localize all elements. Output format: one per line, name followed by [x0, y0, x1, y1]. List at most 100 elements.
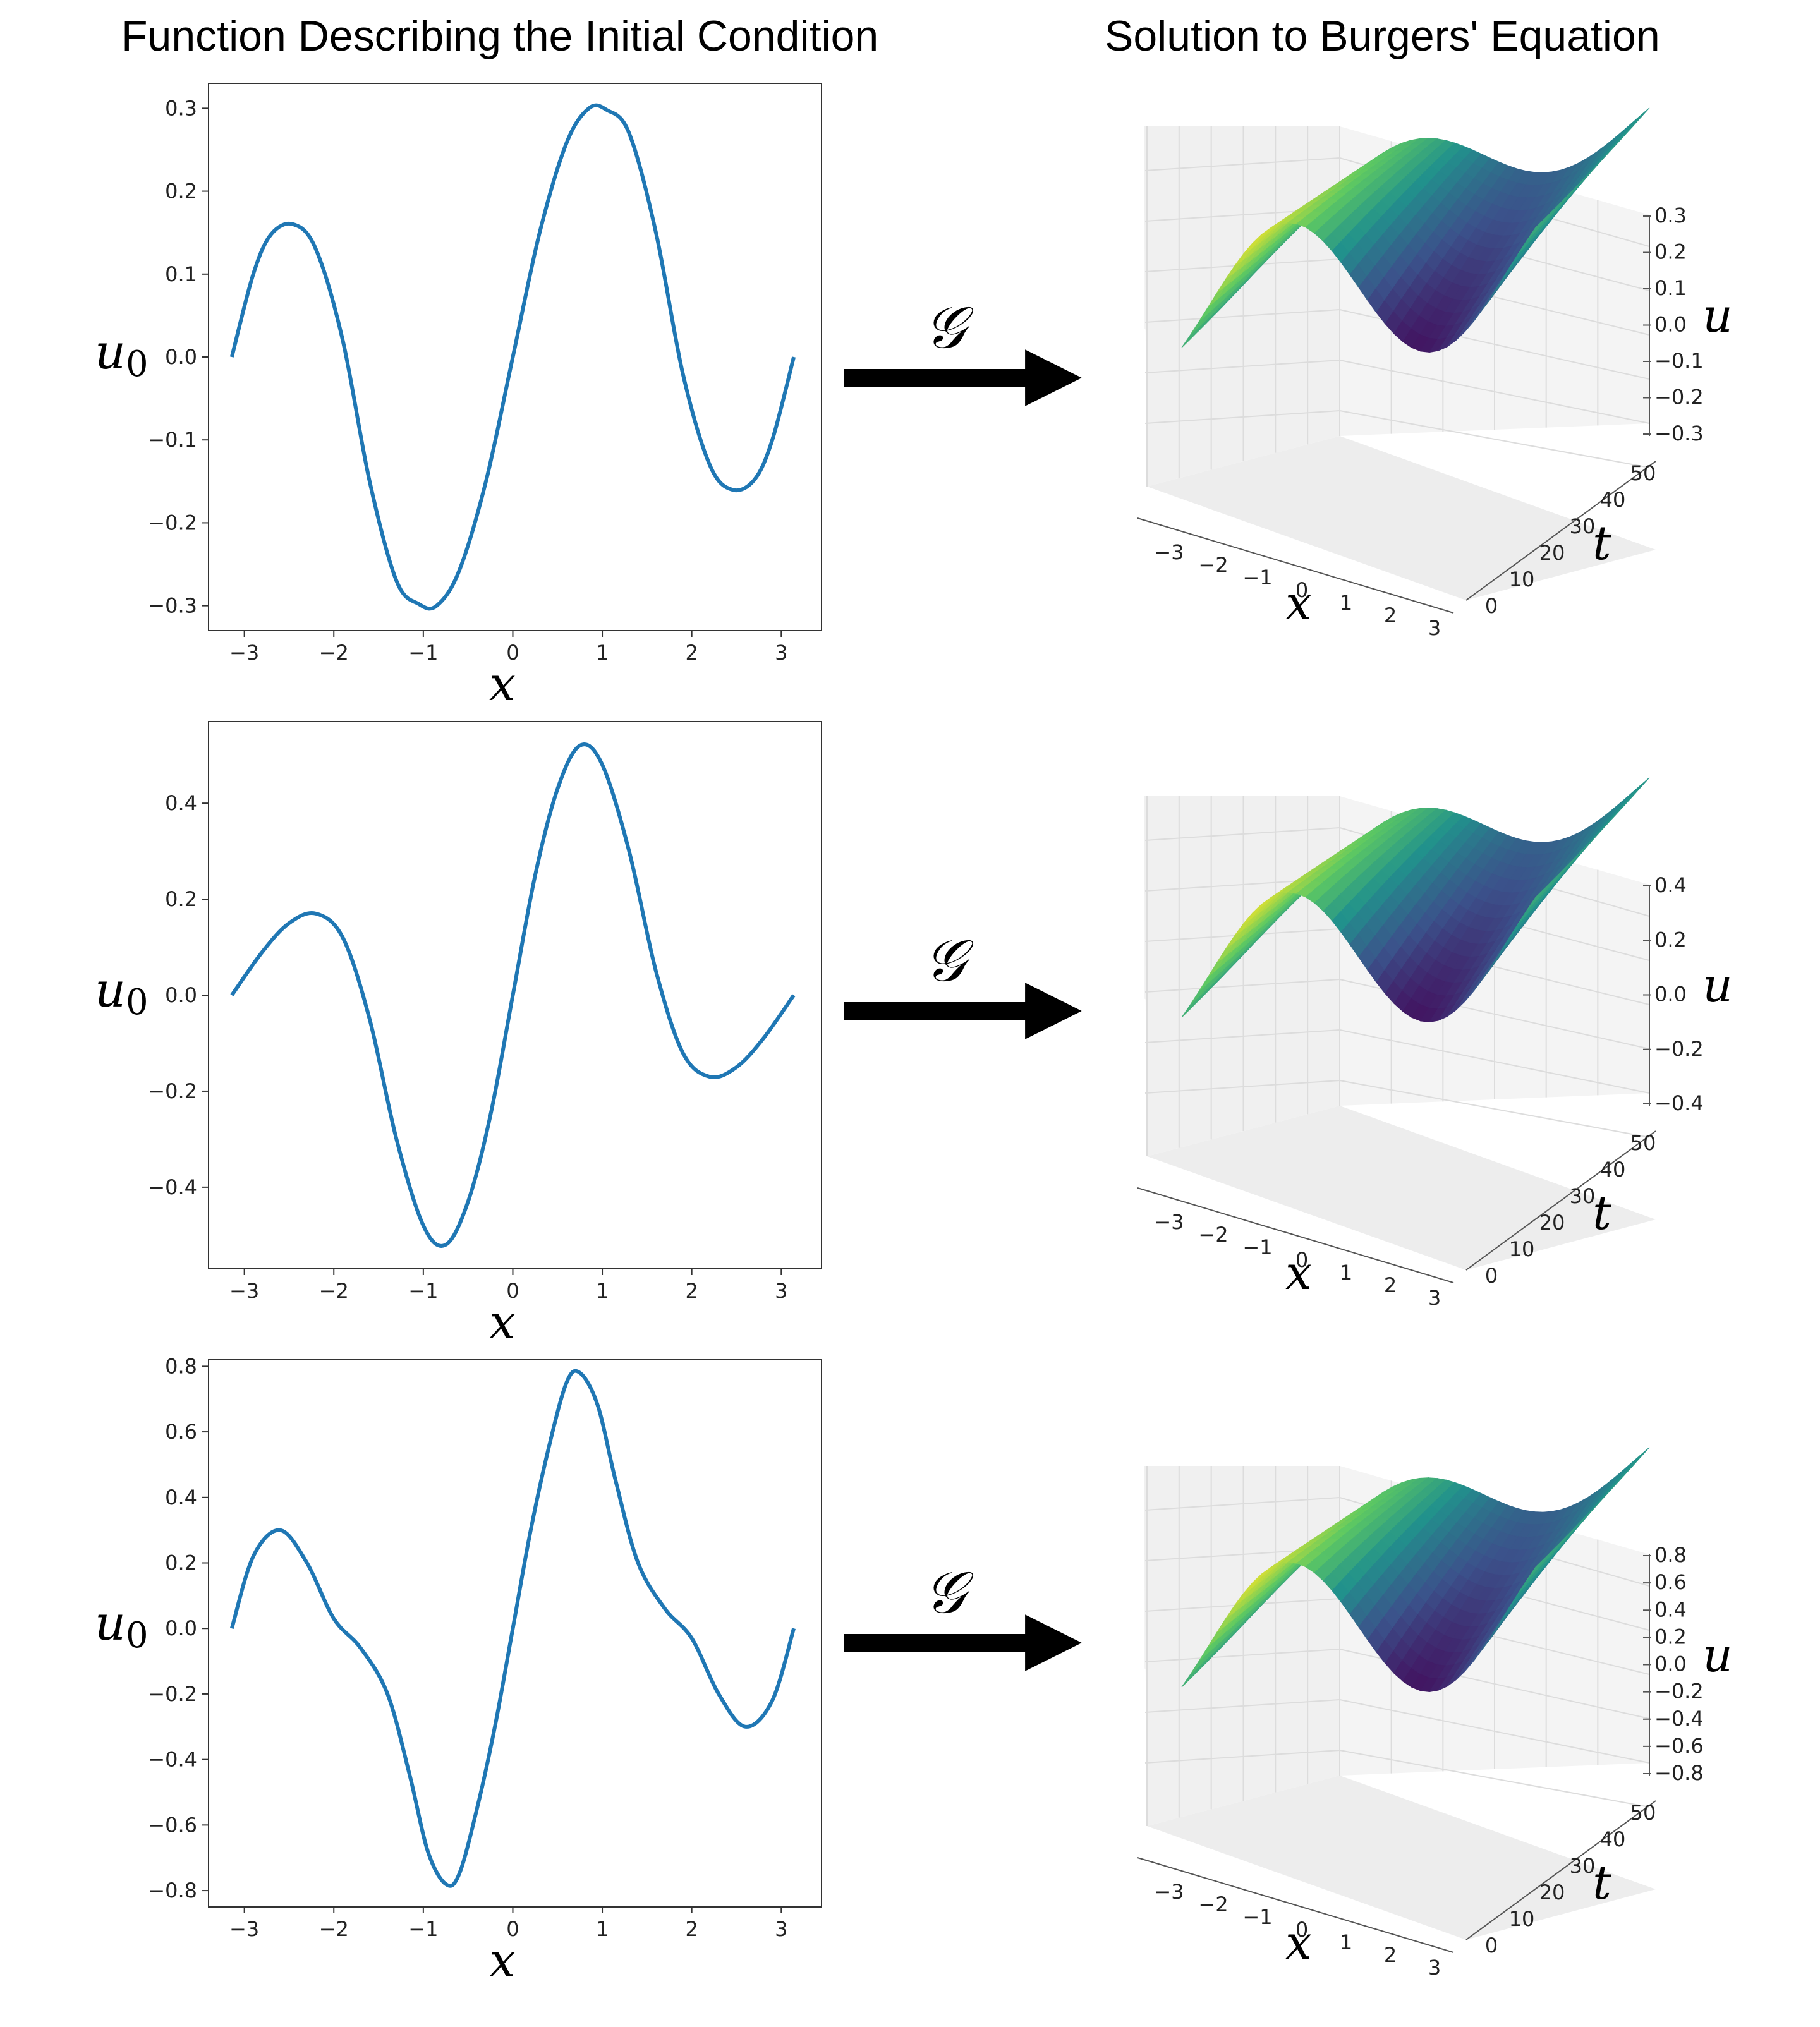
- grid-line: [1339, 410, 1650, 468]
- y-axis-label-subscript: 0: [126, 344, 149, 385]
- series-line: [230, 742, 796, 1248]
- grid-line: [1339, 1699, 1650, 1764]
- surface-x-tick-label: −1: [1242, 1905, 1272, 1929]
- surface-x-tick-label: −2: [1198, 1892, 1228, 1916]
- y-axis-label: u0: [95, 1595, 149, 1656]
- surface-t-tick-label: 30: [1570, 514, 1596, 538]
- surface-t-tick-label: 0: [1485, 594, 1498, 618]
- y-tick-label: 0.0: [165, 345, 197, 369]
- x-tick-label: −1: [408, 1279, 438, 1303]
- y-tick-label: 0.2: [165, 1551, 197, 1575]
- x-tick-label: 0: [506, 641, 519, 665]
- surface-t-tick-label: 20: [1539, 1880, 1565, 1904]
- grid-line: [1339, 1080, 1650, 1138]
- surface-x-tick-label: 2: [1384, 1943, 1397, 1967]
- grid-line: [1144, 1699, 1340, 1713]
- surface-z-axis-label: u: [1702, 1628, 1733, 1683]
- surface-z-tick-label: 0.2: [1654, 240, 1687, 264]
- surface-z-tick-label: 0.4: [1654, 1597, 1687, 1621]
- surface-z-tick-label: −0.2: [1654, 385, 1704, 409]
- surface-patch: [1526, 1559, 1544, 1580]
- surface-t-axis-label: t: [1592, 1186, 1611, 1240]
- y-tick-label: 0.0: [165, 983, 197, 1007]
- x-tick-label: 2: [685, 1279, 698, 1303]
- y-tick-label: 0.6: [165, 1420, 197, 1444]
- x-tick-label: 0: [506, 1279, 519, 1303]
- x-tick-label: −3: [229, 1279, 259, 1303]
- y-tick-label: −0.6: [148, 1813, 197, 1837]
- x-tick-label: −3: [229, 641, 259, 665]
- y-axis-label-subscript: 0: [126, 1615, 149, 1656]
- y-tick-label: −0.2: [148, 511, 197, 535]
- surface-x-tick-label: 3: [1428, 1286, 1441, 1310]
- x-tick-label: −2: [319, 641, 349, 665]
- grid-line: [1144, 410, 1340, 424]
- line-chart-2: −3 −2 −1 0 1 2 3 −0.4 −0.2 0.0 0.2 0.4 x u0: [95, 721, 822, 1350]
- x-tick-label: 2: [685, 1917, 698, 1941]
- x-axis-3d: [1137, 1187, 1454, 1283]
- surface-x-tick-label: 3: [1428, 1956, 1441, 1980]
- y-tick-label: 0.8: [165, 1354, 197, 1378]
- surface-t-tick-label: 30: [1570, 1854, 1596, 1878]
- y-tick-label: 0.3: [165, 96, 197, 120]
- y-tick-label: −0.1: [148, 428, 197, 452]
- surface-x-tick-label: −3: [1154, 1880, 1184, 1904]
- surface-z-axis-label: u: [1702, 289, 1733, 343]
- grid-line: [1144, 1649, 1340, 1662]
- grid-line: [1144, 309, 1340, 323]
- x-tick-label: 3: [775, 1279, 787, 1303]
- plot-frame: [208, 83, 822, 631]
- x-tick-label: −1: [408, 1917, 438, 1941]
- surface-z-tick-label: −0.6: [1654, 1734, 1704, 1758]
- x-tick-label: 1: [596, 641, 609, 665]
- surface-t-tick-label: 30: [1570, 1184, 1596, 1208]
- series-line: [229, 1369, 796, 1888]
- surface-t-tick-label: 10: [1509, 567, 1535, 591]
- y-tick-label: −0.4: [148, 1175, 197, 1199]
- grid-line: [1144, 1029, 1340, 1043]
- y-axis-label-subscript: 0: [126, 982, 149, 1023]
- surface-t-tick-label: 40: [1600, 1827, 1626, 1851]
- surface-t-axis-label: t: [1592, 1856, 1611, 1910]
- surface-z-tick-label: 0.6: [1654, 1570, 1687, 1594]
- grid-line: [1144, 827, 1340, 841]
- surface-x-tick-label: 1: [1340, 591, 1352, 615]
- x-tick-label: −2: [319, 1279, 349, 1303]
- y-axis-label: u0: [95, 962, 149, 1023]
- surface-x-tick-label: 2: [1384, 603, 1397, 627]
- operator-symbol: 𝒢: [924, 927, 974, 995]
- surface-z-tick-label: −0.3: [1654, 421, 1704, 445]
- surface-t-tick-label: 0: [1485, 1933, 1498, 1957]
- grid-line: [1339, 360, 1650, 424]
- surface-t-tick-label: 20: [1539, 541, 1565, 565]
- grid-line: [1144, 1497, 1340, 1511]
- surface-t-tick-label: 40: [1600, 1158, 1626, 1182]
- axes-left-pane: [1144, 1466, 1340, 1826]
- surface-z-tick-label: 0.0: [1654, 983, 1687, 1007]
- surface-mesh: [1181, 1447, 1650, 1693]
- x-tick-label: 0: [506, 1917, 519, 1941]
- left-column-title: Function Describing the Initial Conditio…: [121, 12, 879, 60]
- grid-line: [1144, 979, 1340, 993]
- x-axis-label: x: [489, 657, 516, 711]
- plot-frame: [208, 721, 822, 1269]
- surface-x-tick-label: −1: [1242, 1235, 1272, 1259]
- t-axis-3d: [1465, 461, 1656, 601]
- y-tick-label: −0.2: [148, 1682, 197, 1706]
- y-tick-label: 0.4: [165, 791, 197, 815]
- x-tick-label: 1: [596, 1917, 609, 1941]
- surface-x-tick-label: −2: [1198, 1223, 1228, 1247]
- series-line: [229, 103, 796, 611]
- grid-line: [1144, 360, 1340, 373]
- surface-x-tick-label: 1: [1340, 1261, 1352, 1285]
- y-tick-label: 0.0: [165, 1616, 197, 1640]
- surface-mesh: [1181, 107, 1650, 353]
- grid-line: [1339, 1029, 1650, 1094]
- axes-floor-pane: [1147, 1776, 1656, 1940]
- surface-x-axis-label: x: [1285, 576, 1312, 631]
- x-tick-label: −3: [229, 1917, 259, 1941]
- surface-x-tick-label: −3: [1154, 1210, 1184, 1234]
- surface-t-tick-label: 20: [1539, 1211, 1565, 1235]
